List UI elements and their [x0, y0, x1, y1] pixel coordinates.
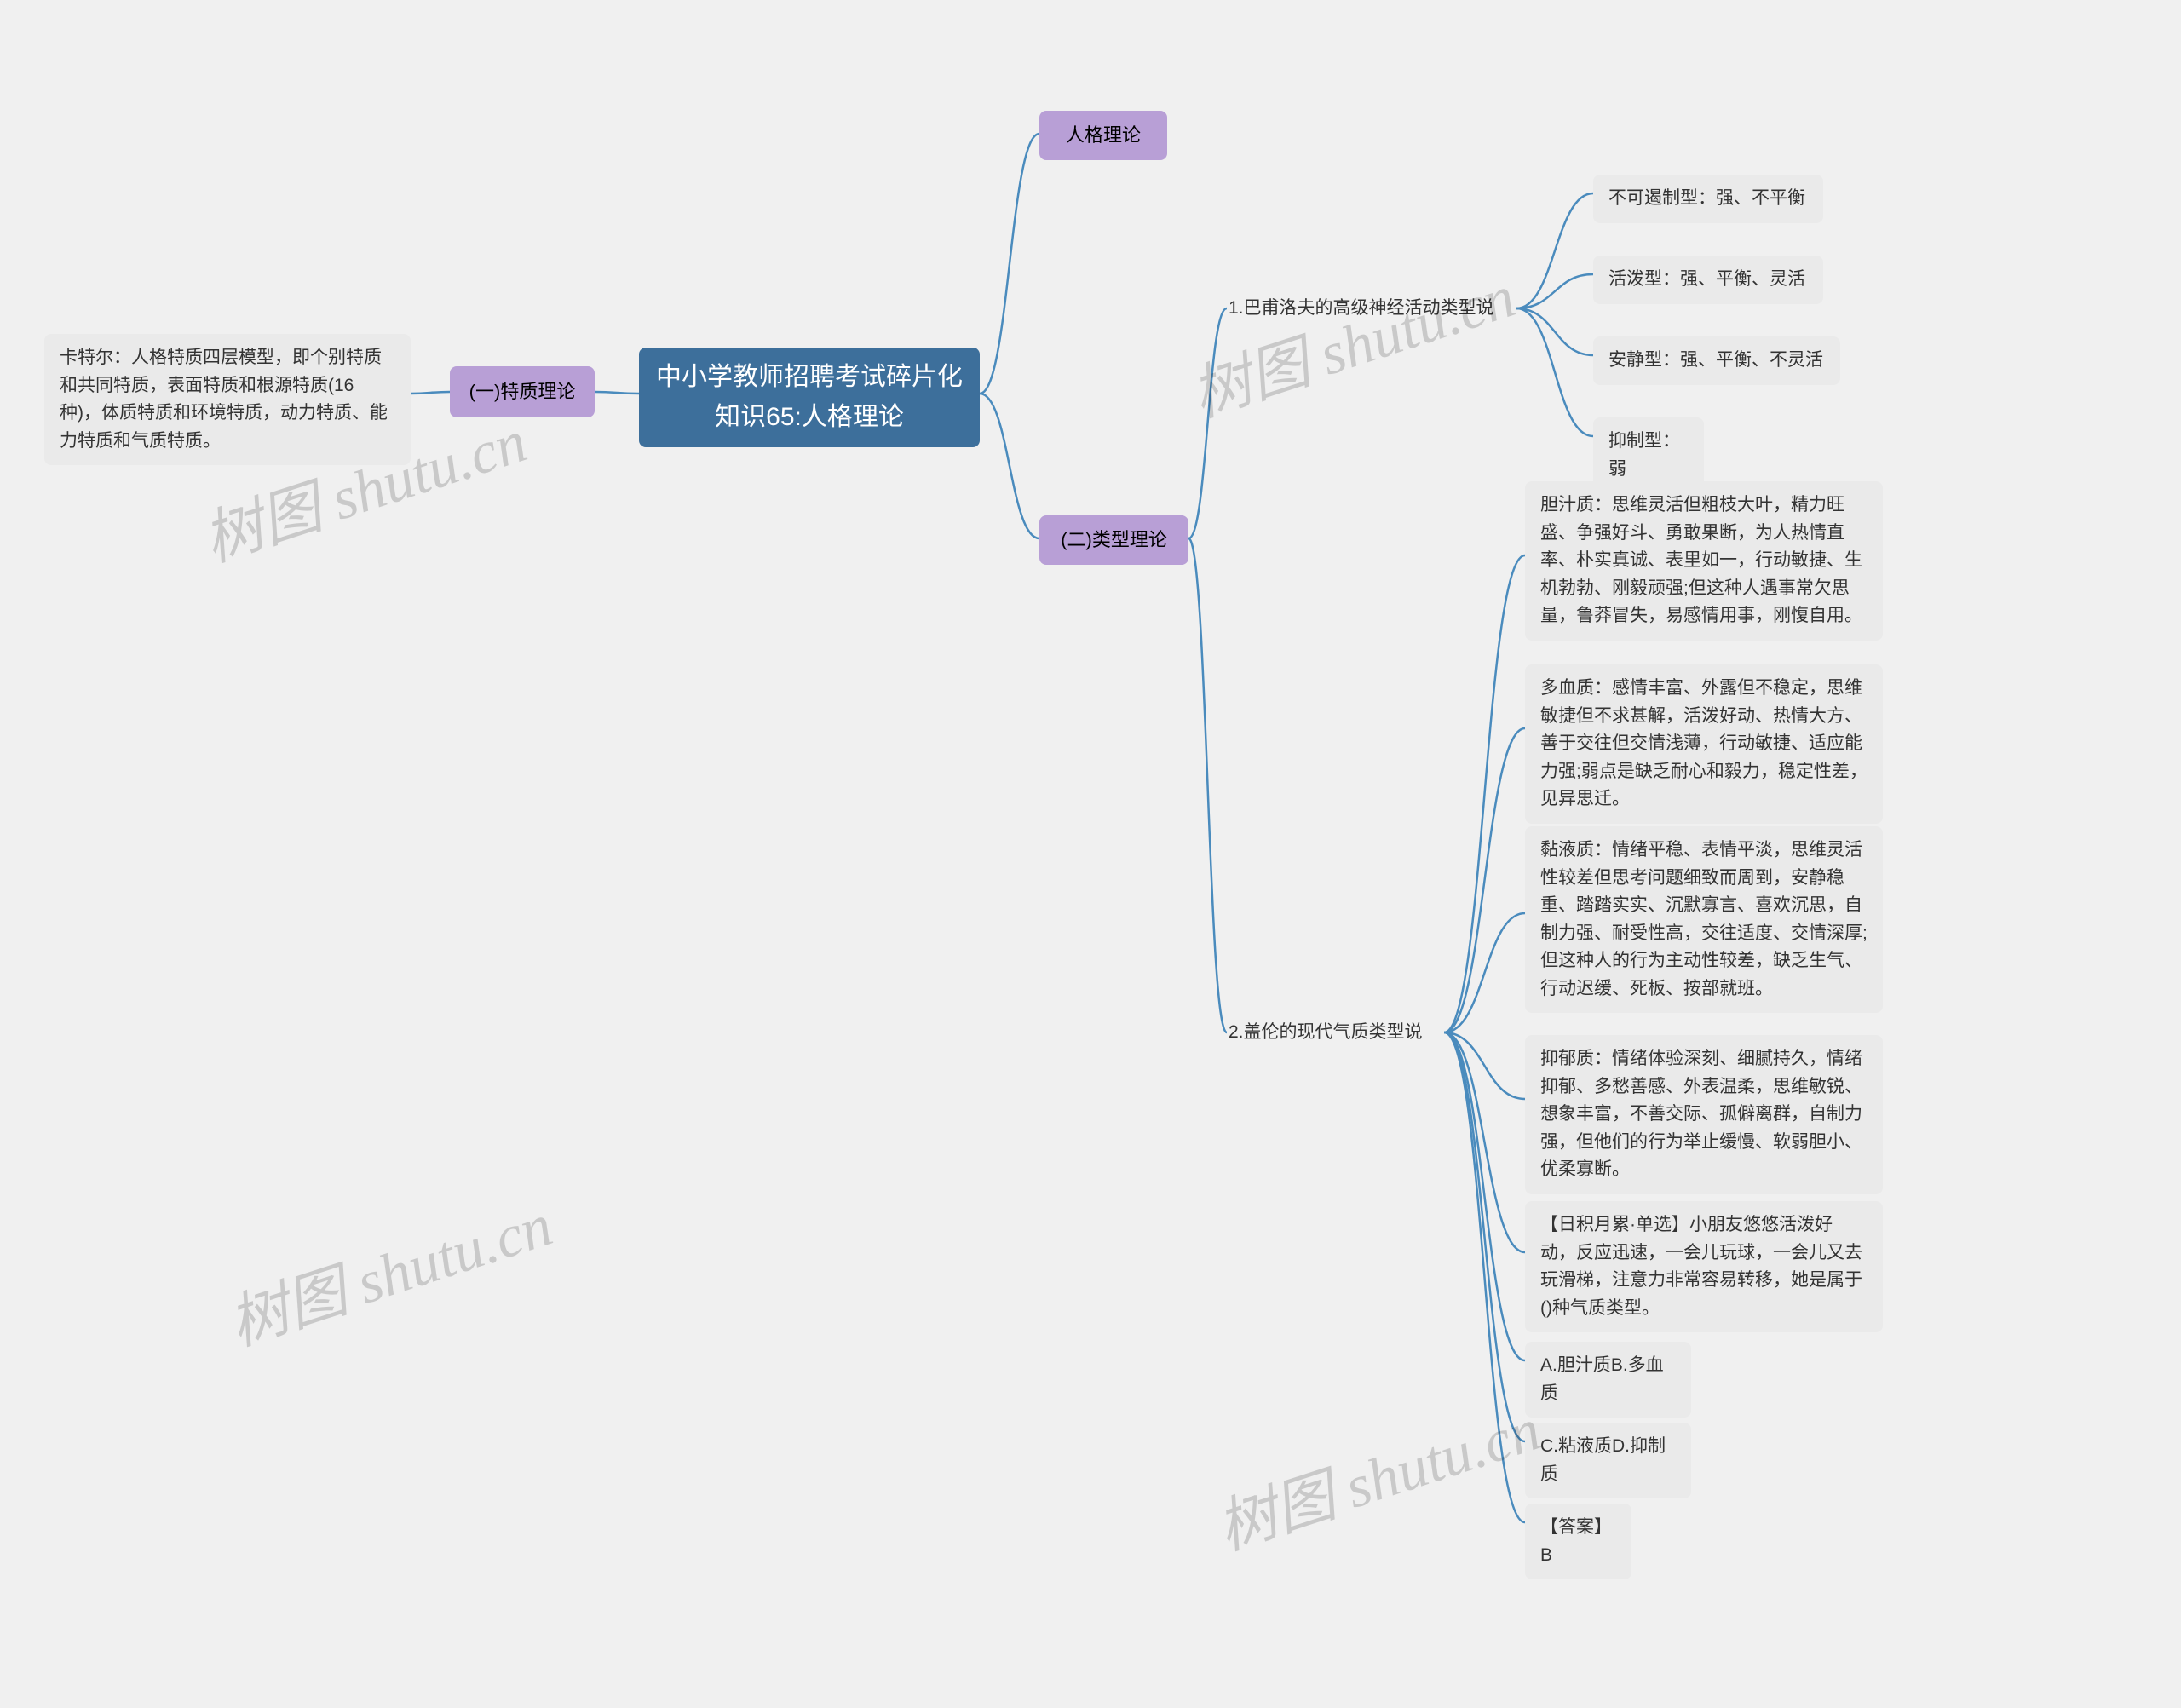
- root-node: 中小学教师招聘考试碎片化知识65:人格理论: [639, 348, 980, 447]
- leaf-cattell: 卡特尔：人格特质四层模型，即个别特质和共同特质，表面特质和根源特质(16种)，体…: [44, 334, 411, 465]
- leaf-galen-2: 黏液质：情绪平稳、表情平淡，思维灵活性较差但思考问题细致而周到，安静稳重、踏踏实…: [1525, 826, 1883, 1013]
- leaf-galen-6: C.粘液质D.抑制质: [1525, 1423, 1691, 1498]
- watermark: 树图 shutu.cn: [216, 1177, 561, 1362]
- leaf-galen-4: 【日积月累·单选】小朋友悠悠活泼好动，反应迅速，一会儿玩球，一会儿又去玩滑梯，注…: [1525, 1201, 1883, 1332]
- branch-type-theory: (二)类型理论: [1039, 515, 1188, 565]
- leaf-pavlov-0: 不可遏制型：强、不平衡: [1593, 175, 1823, 223]
- leaf-galen-3: 抑郁质：情绪体验深刻、细腻持久，情绪抑郁、多愁善感、外表温柔，思维敏锐、想象丰富…: [1525, 1035, 1883, 1194]
- leaf-pavlov-1: 活泼型：强、平衡、灵活: [1593, 256, 1823, 304]
- leaf-pavlov-2: 安静型：强、平衡、不灵活: [1593, 336, 1840, 385]
- leaf-galen-5: A.胆汁质B.多血质: [1525, 1342, 1691, 1418]
- subhead-pavlov: 1.巴甫洛夫的高级神经活动类型说: [1227, 290, 1516, 328]
- leaf-galen-0: 胆汁质：思维灵活但粗枝大叶，精力旺盛、争强好斗、勇敢果断，为人热情直率、朴实真诚…: [1525, 481, 1883, 641]
- branch-personality-theory: 人格理论: [1039, 111, 1167, 160]
- leaf-galen-1: 多血质：感情丰富、外露但不稳定，思维敏捷但不求甚解，活泼好动、热情大方、善于交往…: [1525, 664, 1883, 824]
- leaf-galen-7: 【答案】B: [1525, 1504, 1631, 1579]
- branch-trait-theory: (一)特质理论: [450, 366, 595, 417]
- watermark: 树图 shutu.cn: [1205, 1382, 1550, 1567]
- subhead-galen: 2.盖伦的现代气质类型说: [1227, 1014, 1444, 1052]
- watermark: 树图 shutu.cn: [1179, 249, 1524, 434]
